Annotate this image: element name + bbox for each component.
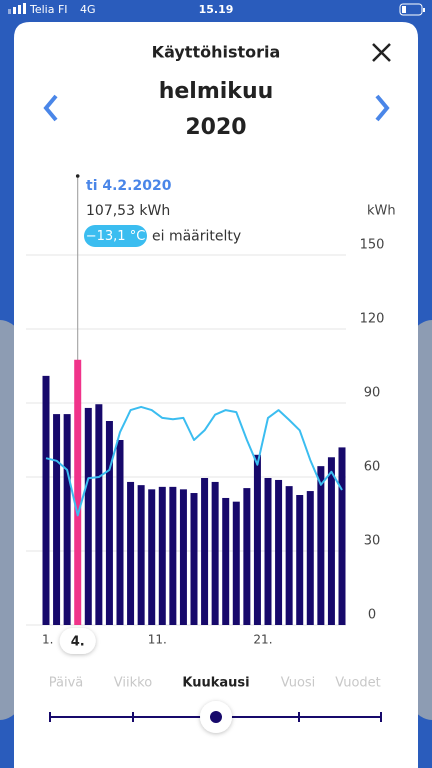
bar [105, 421, 113, 625]
title: Käyttöhistoria [152, 43, 281, 62]
next-button[interactable] [375, 94, 390, 122]
chart: kWh 0 30 60 90 120 150 1. 4. 11. 21. ti 4.2.2020 107… [26, 174, 396, 654]
tooltip-temp: −13,1 °C [86, 229, 146, 244]
bar [211, 481, 219, 625]
battery [399, 3, 425, 16]
signal [8, 3, 26, 14]
bar [137, 485, 145, 625]
x-tick-label: 4. [71, 635, 85, 650]
tab[interactable]: Vuosi [281, 676, 316, 691]
y-tick-label: 30 [364, 534, 381, 549]
bar [169, 486, 177, 625]
tab[interactable]: Vuodet [335, 676, 381, 691]
bar [232, 501, 240, 625]
carrier: Telia FI [29, 3, 68, 16]
bar [190, 493, 198, 625]
tab[interactable]: Viikko [114, 676, 152, 691]
year: 2020 [185, 115, 246, 140]
y-tick-label: 120 [360, 312, 385, 327]
bar [158, 486, 166, 625]
y-axis-label: kWh [367, 204, 396, 219]
bar [243, 488, 251, 625]
y-tick-label: 0 [368, 608, 376, 623]
prev-button[interactable] [43, 94, 58, 122]
temp-pill [84, 225, 147, 247]
card [14, 22, 418, 768]
temperature-line [45, 405, 343, 517]
bar [74, 359, 82, 625]
bar [285, 486, 293, 625]
bar [296, 495, 304, 625]
x-tick-label: 21. [253, 633, 272, 647]
bar [317, 466, 325, 625]
selection-dot [75, 174, 80, 178]
tab[interactable]: Kuukausi [182, 676, 249, 691]
x-label-pill [59, 628, 96, 654]
bar [63, 414, 71, 625]
bar [53, 414, 61, 625]
y-tick-label: 60 [364, 460, 381, 475]
tooltip-note: ei määritelty [152, 229, 241, 245]
bar [275, 479, 283, 625]
slider-knob-dot [210, 711, 222, 723]
bar [84, 407, 92, 625]
bar [95, 404, 103, 625]
tooltip-value: 107,53 kWh [86, 203, 170, 219]
bar [264, 477, 272, 625]
y-tick-label: 90 [364, 386, 381, 401]
bar [42, 375, 50, 625]
bar [327, 457, 335, 625]
tooltip-date: ti 4.2.2020 [86, 178, 172, 194]
tab[interactable]: Päivä [49, 676, 84, 691]
y-tick-label: 150 [360, 238, 385, 253]
bar [222, 497, 230, 625]
bar [306, 491, 314, 625]
tabs: Päivä Viikko Kuukausi Vuosi Vuodet [49, 676, 381, 691]
bar [127, 481, 135, 625]
x-tick-label: 11. [148, 633, 167, 647]
bar [201, 477, 209, 625]
network: 4G [80, 3, 96, 16]
bar [338, 447, 346, 625]
clock: 15.19 [199, 3, 234, 16]
x-tick-label: 1. [42, 633, 53, 647]
month: helmikuu [159, 79, 274, 104]
close-button[interactable] [372, 43, 391, 62]
bar [179, 489, 187, 625]
bar [253, 454, 261, 625]
bar [148, 489, 156, 625]
bar [116, 440, 124, 625]
